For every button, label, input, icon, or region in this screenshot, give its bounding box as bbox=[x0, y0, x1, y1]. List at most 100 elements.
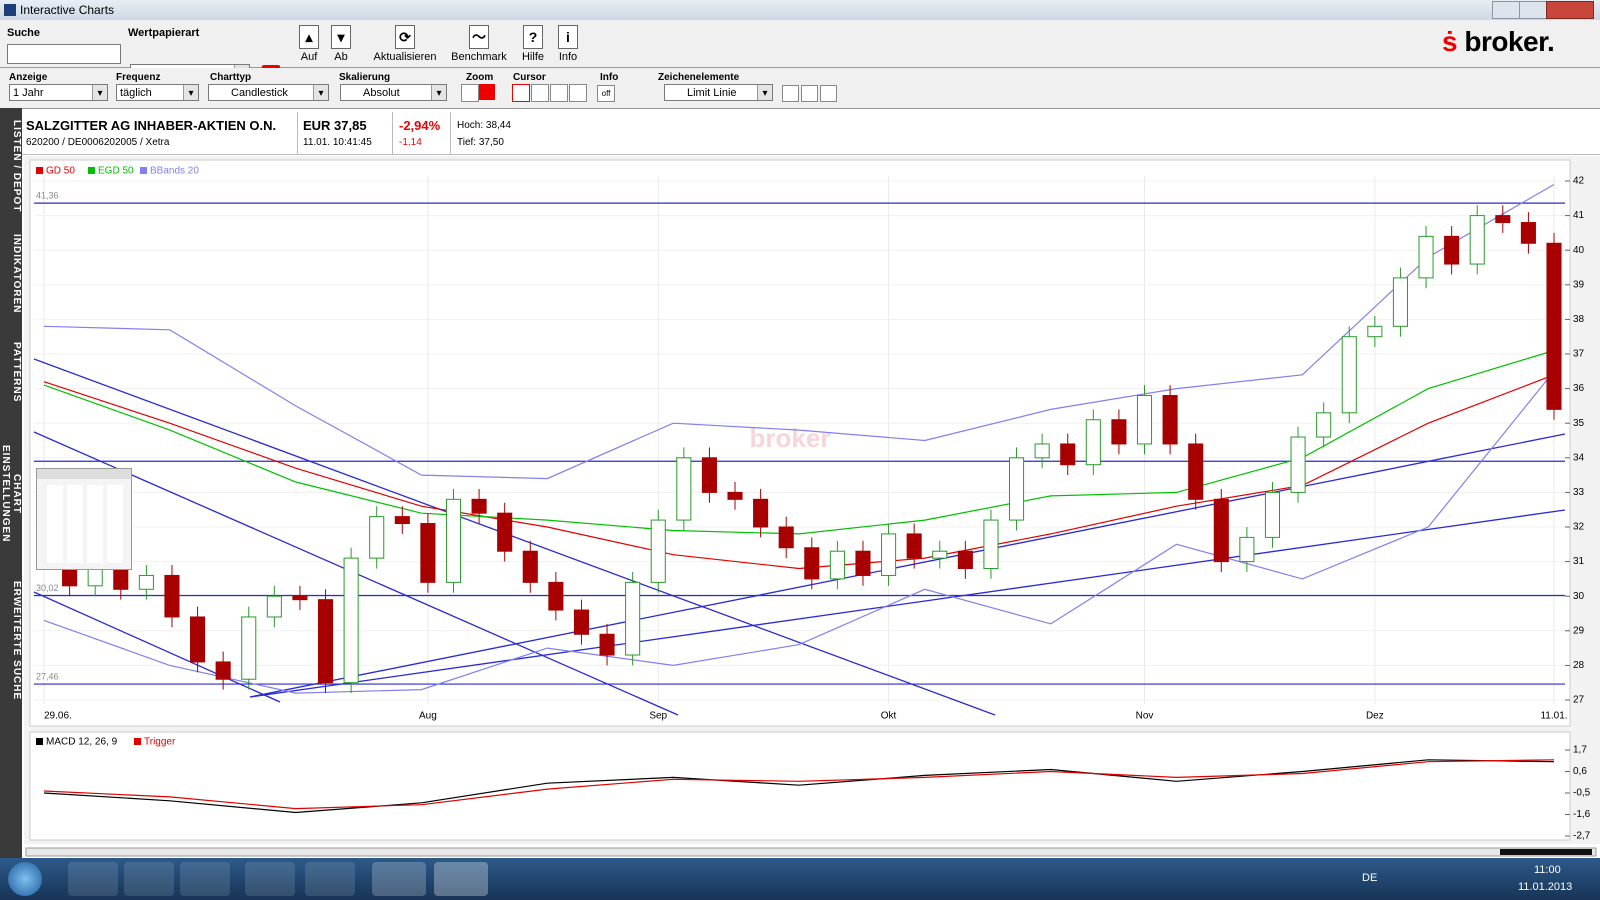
x-tick-label: Okt bbox=[881, 711, 897, 722]
y-tick-label: 0,6 bbox=[1573, 766, 1587, 777]
scroll-thumb[interactable] bbox=[1500, 849, 1592, 855]
quote-bar: SALZGITTER AG INHABER-AKTIEN O.N. 620200… bbox=[22, 112, 1600, 155]
sidebar-tab[interactable]: PATTERNS bbox=[0, 332, 22, 412]
help-button[interactable]: ? Hilfe bbox=[520, 25, 546, 63]
indicator-line bbox=[43, 370, 1555, 694]
y-tick-label: 38 bbox=[1573, 314, 1585, 325]
display-label: Anzeige bbox=[9, 72, 48, 83]
legend-swatch bbox=[88, 167, 95, 174]
price-panel bbox=[29, 159, 1571, 727]
frequency-select[interactable]: täglich bbox=[116, 84, 199, 101]
taskbar-app[interactable] bbox=[245, 862, 295, 896]
cursor-horizontal[interactable] bbox=[569, 84, 587, 102]
app-icon bbox=[4, 4, 16, 16]
close-button[interactable] bbox=[1546, 1, 1594, 19]
security-name: SALZGITTER AG INHABER-AKTIEN O.N. bbox=[26, 118, 277, 133]
candle-body bbox=[1060, 443, 1076, 466]
taskbar-app[interactable] bbox=[372, 862, 426, 896]
candle-body bbox=[1239, 536, 1255, 563]
candle-body bbox=[1418, 235, 1434, 279]
window-controls[interactable] bbox=[1492, 1, 1596, 19]
scale-select[interactable]: Absolut bbox=[340, 84, 447, 101]
legend-label: BBands 20 bbox=[150, 166, 199, 177]
taskbar-app[interactable] bbox=[180, 862, 230, 896]
candle-body bbox=[369, 516, 385, 559]
taskbar-app[interactable] bbox=[305, 862, 355, 896]
down-button[interactable]: ▾ Ab bbox=[330, 25, 352, 63]
candle-body bbox=[625, 581, 641, 656]
button-label: Aktualisieren bbox=[373, 51, 437, 63]
candle-body bbox=[1162, 395, 1178, 445]
taskbar-app[interactable] bbox=[124, 862, 174, 896]
charttype-select[interactable]: Candlestick bbox=[208, 84, 329, 101]
button-label: Ab bbox=[334, 51, 348, 63]
language[interactable]: DE bbox=[1362, 872, 1378, 884]
candle-body bbox=[1034, 443, 1050, 459]
taskbar: DE 11:00 11.01.2013 bbox=[0, 858, 1600, 900]
candle-body bbox=[906, 533, 922, 559]
y-tick-label: 30 bbox=[1573, 591, 1585, 602]
indicator-line bbox=[43, 183, 1555, 480]
candle-body bbox=[983, 519, 999, 570]
candle-body bbox=[164, 574, 180, 618]
cursor-arrow[interactable] bbox=[512, 84, 530, 102]
legend-label: Trigger bbox=[144, 737, 176, 748]
cursor-controls[interactable] bbox=[512, 84, 588, 102]
sidebar-tab[interactable]: ERWEITERTE SUCHE bbox=[0, 576, 22, 706]
y-tick-label: 27 bbox=[1573, 695, 1585, 706]
zoom-in[interactable] bbox=[461, 84, 479, 102]
sidebar-tab[interactable]: LISTEN / DEPOT bbox=[0, 114, 22, 218]
up-button[interactable]: ▴ Auf bbox=[298, 25, 320, 63]
taskbar-app[interactable] bbox=[68, 862, 118, 896]
refresh-button[interactable]: ⟳ Aktualisieren bbox=[370, 25, 440, 63]
tool-button[interactable] bbox=[782, 85, 799, 102]
search-label: Suche bbox=[7, 27, 41, 39]
legend-label: EGD 50 bbox=[98, 166, 134, 177]
candle-body bbox=[1392, 277, 1408, 327]
cursor-cross[interactable] bbox=[531, 84, 549, 102]
sidebar-tab[interactable]: INDIKATOREN bbox=[0, 228, 22, 320]
display-select[interactable]: 1 Jahr bbox=[9, 84, 108, 101]
tool-button[interactable] bbox=[801, 85, 818, 102]
minimize-button[interactable] bbox=[1492, 1, 1520, 19]
separator bbox=[392, 112, 393, 154]
drawing-select[interactable]: Limit Linie bbox=[664, 84, 773, 101]
candle-body bbox=[522, 550, 538, 583]
palette-tools[interactable] bbox=[47, 485, 123, 563]
zoom-reset[interactable] bbox=[479, 84, 495, 100]
start-button[interactable] bbox=[8, 862, 42, 896]
candle-body bbox=[957, 550, 973, 570]
title-bar: Interactive Charts bbox=[0, 0, 1600, 20]
zoom-label: Zoom bbox=[466, 72, 494, 83]
y-tick-label: -2,7 bbox=[1573, 831, 1591, 842]
watermark: broker bbox=[750, 423, 831, 453]
x-tick-label: Sep bbox=[649, 711, 667, 722]
drawing-tools[interactable] bbox=[782, 85, 838, 102]
info-toggle[interactable]: off bbox=[597, 85, 615, 102]
separator bbox=[297, 112, 298, 154]
palette-header bbox=[37, 469, 131, 479]
taskbar-app[interactable] bbox=[434, 862, 488, 896]
info-button[interactable]: i Info bbox=[555, 25, 581, 63]
sidebar-tab[interactable]: CHART EINSTELLUNGEN bbox=[0, 424, 22, 564]
tool-button[interactable] bbox=[820, 85, 837, 102]
candle-body bbox=[1264, 491, 1281, 538]
zoom-controls[interactable] bbox=[461, 84, 497, 102]
candle-body bbox=[420, 523, 436, 583]
legend-label: GD 50 bbox=[46, 166, 75, 177]
candle-body bbox=[317, 599, 334, 684]
search-input[interactable] bbox=[7, 44, 121, 64]
help-icon: ? bbox=[523, 25, 543, 49]
maximize-button[interactable] bbox=[1519, 1, 1547, 19]
legend-swatch bbox=[134, 738, 141, 745]
button-label: Auf bbox=[300, 51, 318, 63]
y-tick-label: 36 bbox=[1573, 383, 1585, 394]
x-tick-label: 11.01. bbox=[1540, 711, 1567, 722]
up-icon: ▴ bbox=[299, 25, 319, 49]
candle-body bbox=[138, 574, 154, 590]
benchmark-button[interactable]: 〜 Benchmark bbox=[450, 25, 508, 63]
legend-swatch bbox=[36, 738, 43, 745]
scrollbar[interactable] bbox=[25, 847, 1597, 857]
cursor-vertical[interactable] bbox=[550, 84, 568, 102]
trend-line bbox=[33, 591, 281, 703]
